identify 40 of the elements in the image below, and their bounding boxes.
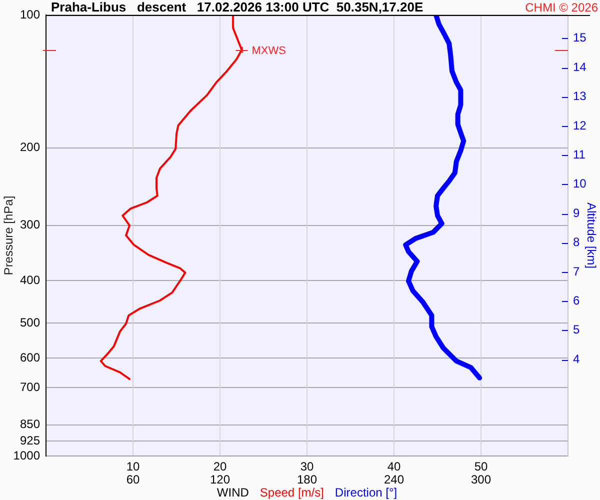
annotation: MXWS bbox=[252, 44, 286, 57]
y2-tick-label: 4 bbox=[573, 352, 580, 366]
y2-tick-label: 9 bbox=[573, 206, 580, 220]
y2-tick-label: 11 bbox=[573, 148, 586, 162]
text: Direction [°] bbox=[334, 485, 398, 500]
y2-tick-label: 15 bbox=[573, 30, 587, 45]
y2-tick-label: 8 bbox=[573, 235, 580, 250]
text: Speed [m/s] bbox=[260, 485, 324, 500]
y2-tick-label: 12 bbox=[573, 118, 587, 132]
y-tick-label: 400 bbox=[20, 272, 40, 287]
y2-axis-title: Altitude [km] bbox=[584, 202, 598, 269]
x2-tick-label: 240 bbox=[384, 472, 404, 486]
y2-tick-label: 13 bbox=[573, 89, 587, 104]
y-tick-label: 925 bbox=[20, 433, 40, 448]
y-tick-label: 300 bbox=[20, 218, 40, 232]
y2-tick-label: 5 bbox=[573, 322, 580, 337]
y-tick-label: 100 bbox=[20, 7, 40, 22]
y-tick-label: 500 bbox=[20, 316, 40, 330]
y-tick-label: 850 bbox=[20, 417, 40, 432]
y2-tick-label: 6 bbox=[573, 294, 580, 308]
x-tick-label: 20 bbox=[213, 459, 227, 474]
x-tick-label: 40 bbox=[387, 459, 401, 474]
chart-title: Praha-Libus descent 17.02.2026 13:00 UTC 50.35N,17.20E bbox=[51, 0, 424, 15]
text: CHMI © 2026 bbox=[525, 0, 598, 14]
x2-tick-label: 120 bbox=[210, 472, 230, 486]
x2-tick-label: 60 bbox=[126, 472, 140, 486]
y-axis-title: Pressure [hPa] bbox=[2, 196, 16, 276]
x-axis-title: WIND bbox=[216, 485, 250, 500]
y-tick-label: 1000 bbox=[13, 448, 40, 462]
y2-tick-label: 14 bbox=[573, 60, 587, 74]
x2-tick-label: 180 bbox=[296, 472, 318, 486]
y-tick-label: 200 bbox=[20, 140, 40, 154]
y-tick-label: 700 bbox=[20, 380, 40, 394]
y2-tick-label: 10 bbox=[573, 176, 587, 191]
y2-tick-label: 7 bbox=[573, 264, 580, 278]
x-tick-label: 50 bbox=[474, 459, 488, 474]
y-tick-label: 600 bbox=[20, 350, 40, 364]
x-tick-label: 10 bbox=[126, 459, 140, 474]
x-tick-label: 30 bbox=[300, 459, 314, 474]
x2-tick-label: 300 bbox=[470, 472, 492, 486]
